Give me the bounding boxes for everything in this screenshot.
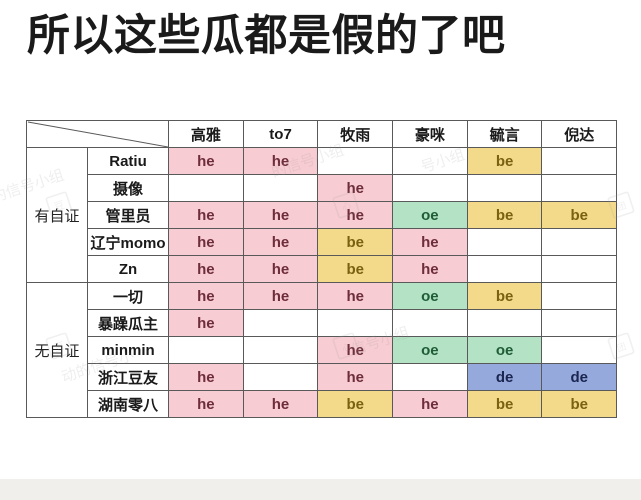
svg-text:团: 团 [616,200,628,212]
svg-text:团: 团 [616,341,628,353]
